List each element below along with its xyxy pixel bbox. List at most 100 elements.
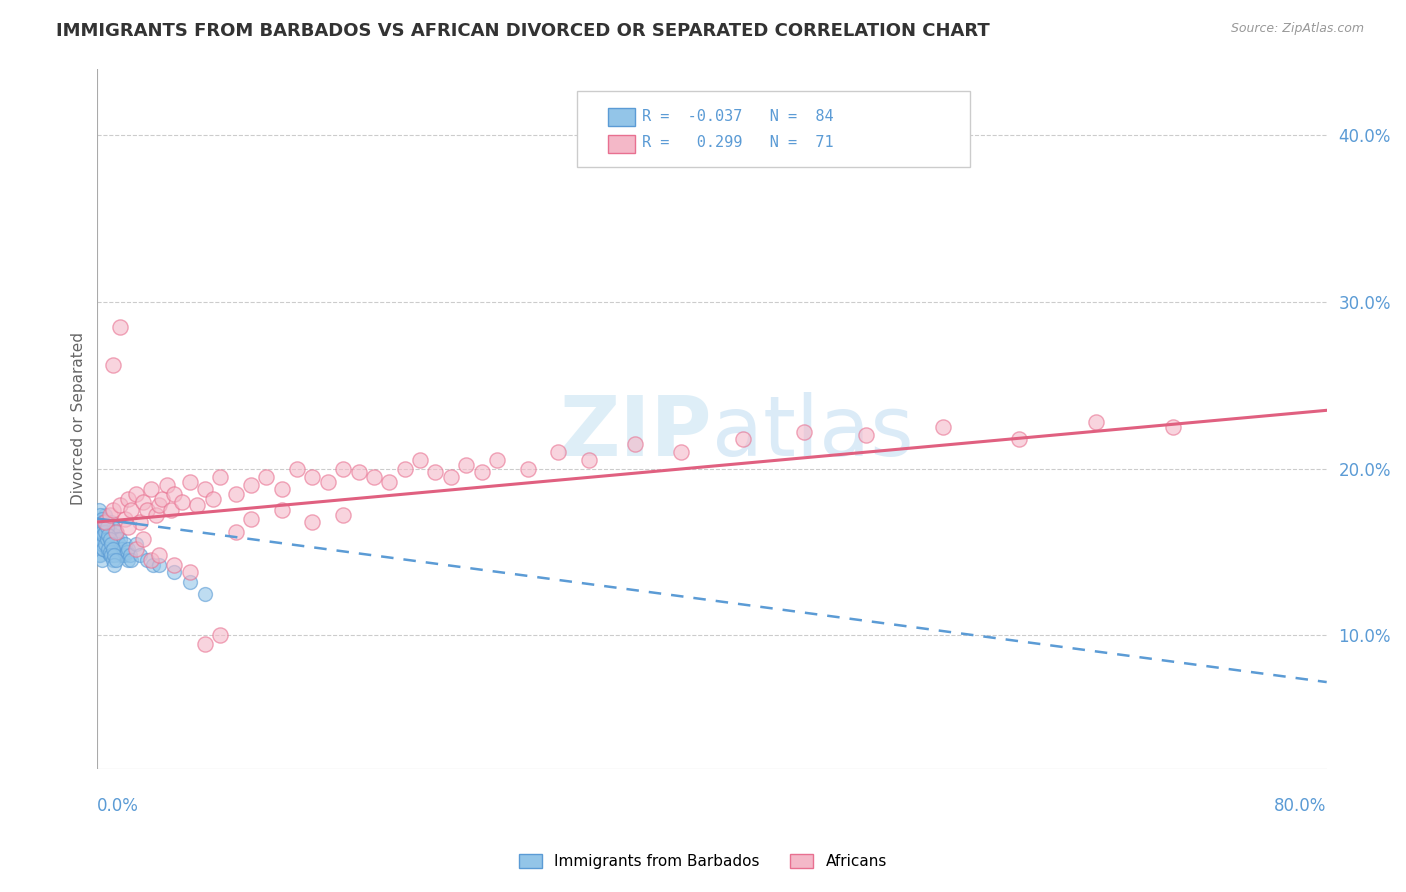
Point [97,545,120,559]
Point [94,515,117,529]
Text: Source: ZipAtlas.com: Source: ZipAtlas.com [1230,22,1364,36]
Point [285,461,308,475]
Text: ZIP: ZIP [560,392,711,473]
Point [114,511,136,525]
Point [135,503,157,517]
Point [332,508,354,523]
Point [93,541,115,556]
Point [110,499,132,513]
Point [425,465,447,479]
Point [163,565,186,579]
Point [125,537,148,551]
Text: atlas: atlas [711,392,914,473]
Point [114,537,136,551]
Point [115,545,138,559]
Point [94,532,117,546]
Point [624,436,647,450]
Point [254,470,277,484]
Point [105,532,128,546]
Point [117,491,139,506]
Point [103,558,125,573]
Legend: Immigrants from Barbados, Africans: Immigrants from Barbados, Africans [513,848,893,875]
Point [150,491,173,506]
Point [104,524,127,539]
Point [225,486,247,500]
Point [125,541,148,556]
Point [118,549,141,563]
Point [91,511,114,525]
Point [89,532,111,546]
Point [104,553,127,567]
Point [142,558,165,573]
Point [96,520,118,534]
Point [87,515,110,529]
Point [100,537,122,551]
Point [87,549,110,563]
Point [931,420,953,434]
Point [100,515,122,529]
Point [98,549,121,563]
Point [93,541,115,556]
Point [1008,432,1031,446]
Point [91,524,114,539]
Point [470,465,492,479]
Point [103,541,125,556]
Point [101,359,124,373]
Point [163,558,186,573]
Point [155,478,177,492]
Point [316,475,339,489]
Point [1161,420,1184,434]
Point [98,537,121,551]
Point [578,453,600,467]
Point [94,537,117,551]
Point [91,537,114,551]
Point [94,524,117,539]
Point [209,470,232,484]
Point [194,482,217,496]
Point [201,491,224,506]
Point [96,532,118,546]
Point [170,495,193,509]
Point [855,428,877,442]
Point [110,532,132,546]
Point [440,470,463,484]
Point [101,553,124,567]
Point [91,511,114,525]
Point [100,549,122,563]
Point [101,545,124,559]
Point [94,508,117,523]
Point [125,486,148,500]
Point [793,425,815,439]
Point [105,545,128,559]
Point [516,461,538,475]
Point [117,520,139,534]
Point [101,520,124,534]
Point [179,575,201,590]
Y-axis label: Divorced or Separated: Divorced or Separated [72,332,86,505]
Point [129,549,152,563]
Point [98,545,121,559]
Point [132,495,155,509]
Point [129,515,152,529]
Point [112,549,135,563]
Point [87,524,110,539]
Point [89,508,111,523]
Point [87,503,110,517]
Point [103,549,125,563]
Point [301,515,323,529]
Point [111,541,134,556]
Point [87,537,110,551]
Point [89,524,111,539]
Point [91,532,114,546]
Point [101,541,124,556]
Point [225,524,247,539]
Point [179,475,201,489]
Text: R =   0.299   N =  71: R = 0.299 N = 71 [643,136,834,150]
Point [135,553,157,567]
Point [186,499,208,513]
Point [94,520,117,534]
Point [332,461,354,475]
Point [97,541,120,556]
Point [485,453,508,467]
Point [93,528,115,542]
